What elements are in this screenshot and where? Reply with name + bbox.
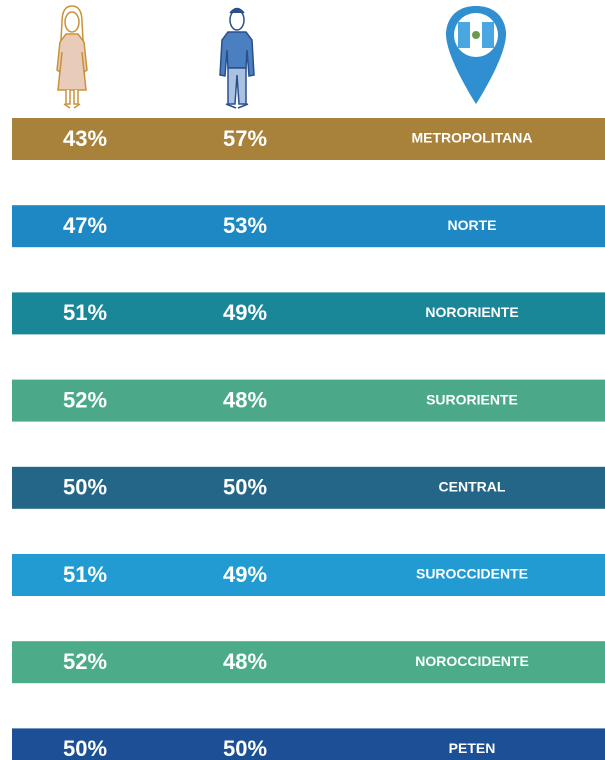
row-band <box>12 205 605 248</box>
man-icon <box>219 7 255 109</box>
women-percent: 51% <box>63 300 107 325</box>
row-band <box>12 641 605 684</box>
men-percent: 48% <box>223 387 267 412</box>
location-pin-icon <box>446 6 506 104</box>
women-percent: 50% <box>63 736 107 760</box>
row-band <box>12 118 605 160</box>
region-name: NOROCCIDENTE <box>415 653 529 669</box>
men-percent: 50% <box>223 736 267 760</box>
row-band <box>12 466 605 509</box>
women-percent: 43% <box>63 126 107 151</box>
men-percent: 49% <box>223 300 267 325</box>
women-percent: 52% <box>63 649 107 674</box>
row-band <box>12 554 605 596</box>
men-percent: 48% <box>223 649 267 674</box>
region-name: NORTE <box>448 217 497 233</box>
region-name: SURORIENTE <box>426 391 518 407</box>
region-name: METROPOLITANA <box>411 130 532 146</box>
row-band <box>12 728 605 760</box>
row-band <box>12 292 605 335</box>
rows: 43% 57% METROPOLITANA 47% 53% NORTE 51% 49% NORO… <box>12 118 605 760</box>
women-percent: 52% <box>63 387 107 412</box>
men-percent: 50% <box>223 475 267 500</box>
women-percent: 47% <box>63 213 107 238</box>
row-band <box>12 379 605 422</box>
men-percent: 53% <box>223 213 267 238</box>
woman-icon <box>56 5 88 109</box>
women-percent: 50% <box>63 475 107 500</box>
men-percent: 49% <box>223 562 267 587</box>
men-percent: 57% <box>223 126 267 151</box>
region-name: PETEN <box>449 740 496 756</box>
region-name: NORORIENTE <box>425 304 518 320</box>
women-percent: 51% <box>63 562 107 587</box>
region-name: CENTRAL <box>439 479 506 495</box>
region-name: SUROCCIDENTE <box>416 566 528 582</box>
